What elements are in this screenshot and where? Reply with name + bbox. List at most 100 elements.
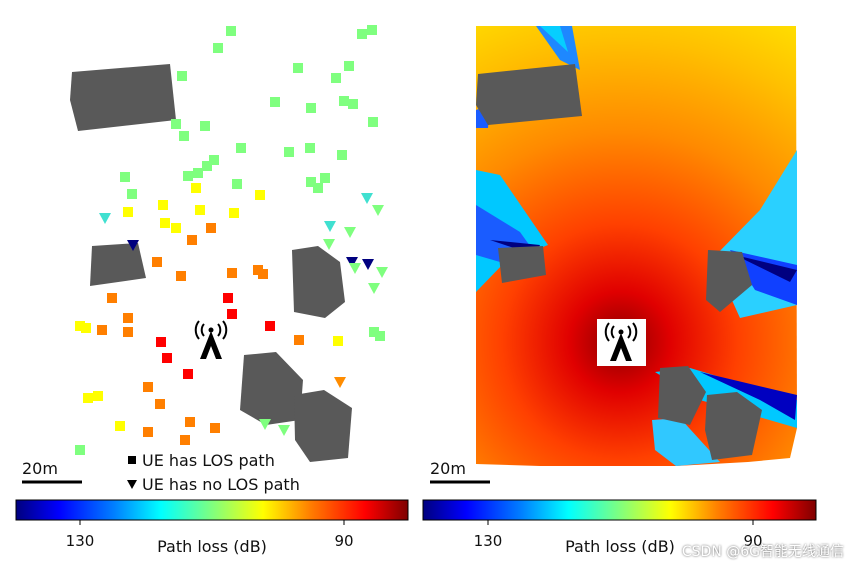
ue-los-marker [320,173,330,183]
right-buildings [476,64,762,460]
ue-los-marker [127,189,137,199]
ue-nlos-marker [127,240,139,251]
building [476,64,582,125]
ue-los-marker [255,190,265,200]
ue-los-marker [284,147,294,157]
ue-los-marker [200,121,210,131]
ue-nlos-marker [372,205,384,216]
ue-los-marker [213,43,223,53]
building [240,352,303,425]
legend-triangle-marker [127,480,137,489]
ue-los-marker [180,435,190,445]
ue-los-marker [206,223,216,233]
ue-markers [75,25,388,455]
ue-los-marker [313,183,323,193]
left-panel: 20m UE has LOS path UE has no LOS path 1… [15,25,409,556]
ue-los-marker [183,171,193,181]
ue-los-marker [176,271,186,281]
ue-nlos-marker [259,419,271,430]
ue-los-marker [348,99,358,109]
ue-los-marker [83,393,93,403]
ue-los-marker [337,150,347,160]
building [706,250,752,312]
scale-bar: 20m [22,459,82,484]
ue-los-marker [75,445,85,455]
ue-nlos-marker [361,193,373,204]
colorbar-left: 130 90 Path loss (dB) [15,499,409,556]
ue-los-marker [227,309,237,319]
ue-nlos-marker [368,283,380,294]
ue-los-marker [93,391,103,401]
ue-los-marker [123,313,133,323]
building [658,366,706,425]
ue-nlos-marker [349,263,361,274]
ue-los-marker [191,183,201,193]
ue-los-marker [367,25,377,35]
colorbar-label: Path loss (dB) [565,537,675,556]
ue-nlos-marker [278,425,290,436]
ue-los-marker [229,208,239,218]
colorbar-tick-label: 130 [474,532,503,550]
building [705,392,762,460]
ue-los-marker [306,177,316,187]
ue-los-marker [81,323,91,333]
ue-los-marker [195,205,205,215]
ue-los-marker [179,131,189,141]
ue-los-marker [152,257,162,267]
ue-los-marker [123,327,133,337]
legend-square-marker [128,456,136,464]
ue-los-marker [97,325,107,335]
ue-los-marker [143,382,153,392]
building [292,246,345,318]
ue-los-marker [115,421,125,431]
building [90,243,146,286]
ue-los-marker [185,417,195,427]
ue-los-marker [209,155,219,165]
building [498,246,546,283]
ue-los-marker [162,353,172,363]
ue-los-marker [123,207,133,217]
ue-los-marker [357,29,367,39]
left-buildings [70,64,352,462]
ue-los-marker [369,327,379,337]
ue-los-marker [294,335,304,345]
ue-los-marker [155,399,165,409]
ue-los-marker [177,71,187,81]
ue-los-marker [344,61,354,71]
ue-nlos-marker [324,221,336,232]
ue-los-marker [293,63,303,73]
legend: UE has LOS path UE has no LOS path [127,451,300,494]
ue-nlos-marker [334,377,346,388]
ue-nlos-marker [362,259,374,270]
ue-los-marker [156,337,166,347]
scale-bar-label: 20m [22,459,58,478]
ue-los-marker [210,423,220,433]
ue-los-marker [120,172,130,182]
ue-los-marker [305,143,315,153]
ue-los-marker [265,321,275,331]
ue-los-marker [375,331,385,341]
right-panel: 20m 130 90 Path loss (dB) [422,26,817,556]
heatmap-area [476,26,797,466]
ue-los-marker [331,73,341,83]
ue-nlos-marker [323,239,335,250]
building [70,64,176,131]
ue-los-marker [160,218,170,228]
building [294,390,352,462]
ue-los-marker [333,336,343,346]
ue-nlos-marker [346,257,358,268]
ue-nlos-marker [99,213,111,224]
ue-los-marker [236,143,246,153]
ue-nlos-marker [376,267,388,278]
ue-los-marker [75,321,85,331]
ue-los-marker [158,200,168,210]
ue-los-marker [270,97,280,107]
ue-los-marker [202,161,212,171]
ue-los-marker [226,26,236,36]
legend-entry-los: UE has LOS path [142,451,275,470]
ue-los-marker [227,268,237,278]
colorbar-tick-label: 90 [743,532,762,550]
colorbar-right: 130 90 Path loss (dB) [422,499,817,556]
ue-los-marker [193,168,203,178]
